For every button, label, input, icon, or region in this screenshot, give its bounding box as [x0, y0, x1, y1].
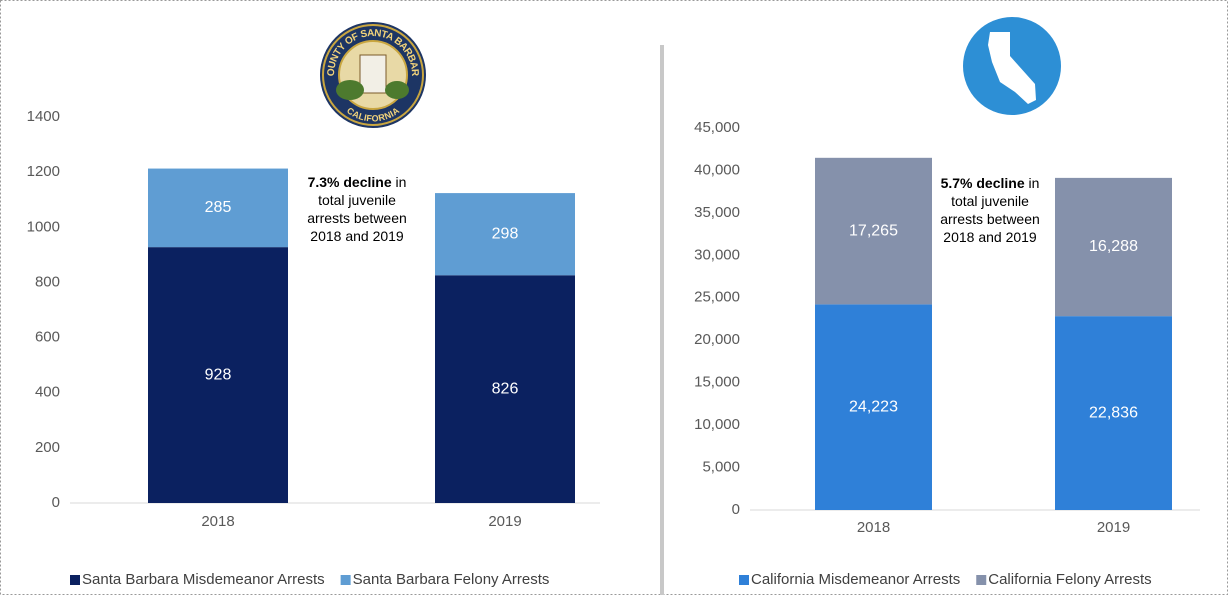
- ca-shape: [988, 32, 1036, 104]
- y-tick-label: 400: [35, 384, 60, 401]
- seal-tree: [336, 80, 364, 100]
- annotation: arrests between: [940, 211, 1040, 227]
- bar-segment: [1055, 316, 1172, 510]
- annotation: 2018 and 2019: [310, 228, 404, 244]
- y-tick-label: 1200: [27, 163, 60, 180]
- legend-label: California Misdemeanor Arrests: [751, 571, 960, 588]
- annotation: 2018 and 2019: [943, 229, 1037, 245]
- bar-segment: [815, 157, 932, 305]
- y-tick-label: 800: [35, 273, 60, 290]
- annotation-text: arrests between: [940, 211, 1040, 227]
- legend-label: California Felony Arrests: [988, 571, 1151, 588]
- bar-segment: [1055, 177, 1172, 317]
- y-tick-label: 600: [35, 329, 60, 346]
- y-tick-label: 10,000: [694, 416, 740, 433]
- x-tick-label: 2019: [1097, 519, 1130, 536]
- annotation-text: arrests between: [307, 210, 407, 226]
- legend-label: Santa Barbara Felony Arrests: [353, 571, 550, 588]
- annotation: arrests between: [307, 210, 407, 226]
- county-seal: COUNTY OF SANTA BARBARA CALIFORNIA: [0, 0, 426, 128]
- annotation-text: 2018 and 2019: [943, 229, 1037, 245]
- legend-swatch: [976, 575, 987, 585]
- y-tick-label: 0: [52, 494, 60, 511]
- annotation-text: in: [1025, 175, 1040, 191]
- data-label: 928: [205, 366, 232, 383]
- data-label: 298: [492, 225, 519, 242]
- bar-segment: [148, 247, 288, 503]
- data-label: 17,265: [849, 222, 898, 239]
- annotation: total juvenile: [951, 193, 1029, 209]
- data-label: 22,836: [1089, 404, 1138, 421]
- legend-swatch: [340, 575, 351, 585]
- bar-segment: [815, 304, 932, 510]
- annotation: 7.3% decline in: [308, 174, 407, 190]
- y-tick-label: 5,000: [702, 459, 740, 476]
- x-tick-label: 2018: [201, 513, 234, 530]
- y-tick-label: 30,000: [694, 246, 740, 263]
- annotation-text: total juvenile: [951, 193, 1029, 209]
- california-logo: [963, 17, 1061, 115]
- y-tick-label: 200: [35, 439, 60, 456]
- data-label: 826: [492, 380, 519, 397]
- y-tick-label: 25,000: [694, 289, 740, 306]
- y-tick-label: 15,000: [694, 374, 740, 391]
- annotation-text: 2018 and 2019: [310, 228, 404, 244]
- legend-label: Santa Barbara Misdemeanor Arrests: [82, 571, 325, 588]
- bar-segment: [148, 168, 288, 248]
- legend-swatch: [70, 575, 80, 585]
- data-label: 16,288: [1089, 238, 1138, 255]
- y-tick-label: 35,000: [694, 204, 740, 221]
- annotation: 5.7% decline in: [941, 175, 1040, 191]
- x-tick-label: 2018: [857, 519, 890, 536]
- data-label: 285: [205, 199, 232, 216]
- seal-tree: [385, 81, 409, 99]
- seal-tower: [359, 54, 387, 94]
- y-tick-label: 20,000: [694, 331, 740, 348]
- y-tick-label: 40,000: [694, 161, 740, 178]
- bar-segment: [435, 275, 575, 503]
- seal-edge: [322, 24, 424, 126]
- annotation-bold: 7.3% decline: [308, 174, 392, 190]
- annotation: total juvenile: [318, 192, 396, 208]
- annotation-text: total juvenile: [318, 192, 396, 208]
- y-tick-label: 1400: [27, 108, 60, 125]
- legend-swatch: [739, 575, 749, 585]
- annotation-bold: 5.7% decline: [941, 175, 1025, 191]
- data-label: 24,223: [849, 398, 898, 415]
- bar-segment: [435, 193, 575, 276]
- annotation-text: in: [392, 174, 407, 190]
- y-tick-label: 0: [732, 501, 740, 518]
- y-tick-label: 1000: [27, 218, 60, 235]
- y-tick-label: 45,000: [694, 119, 740, 136]
- x-tick-label: 2019: [488, 513, 521, 530]
